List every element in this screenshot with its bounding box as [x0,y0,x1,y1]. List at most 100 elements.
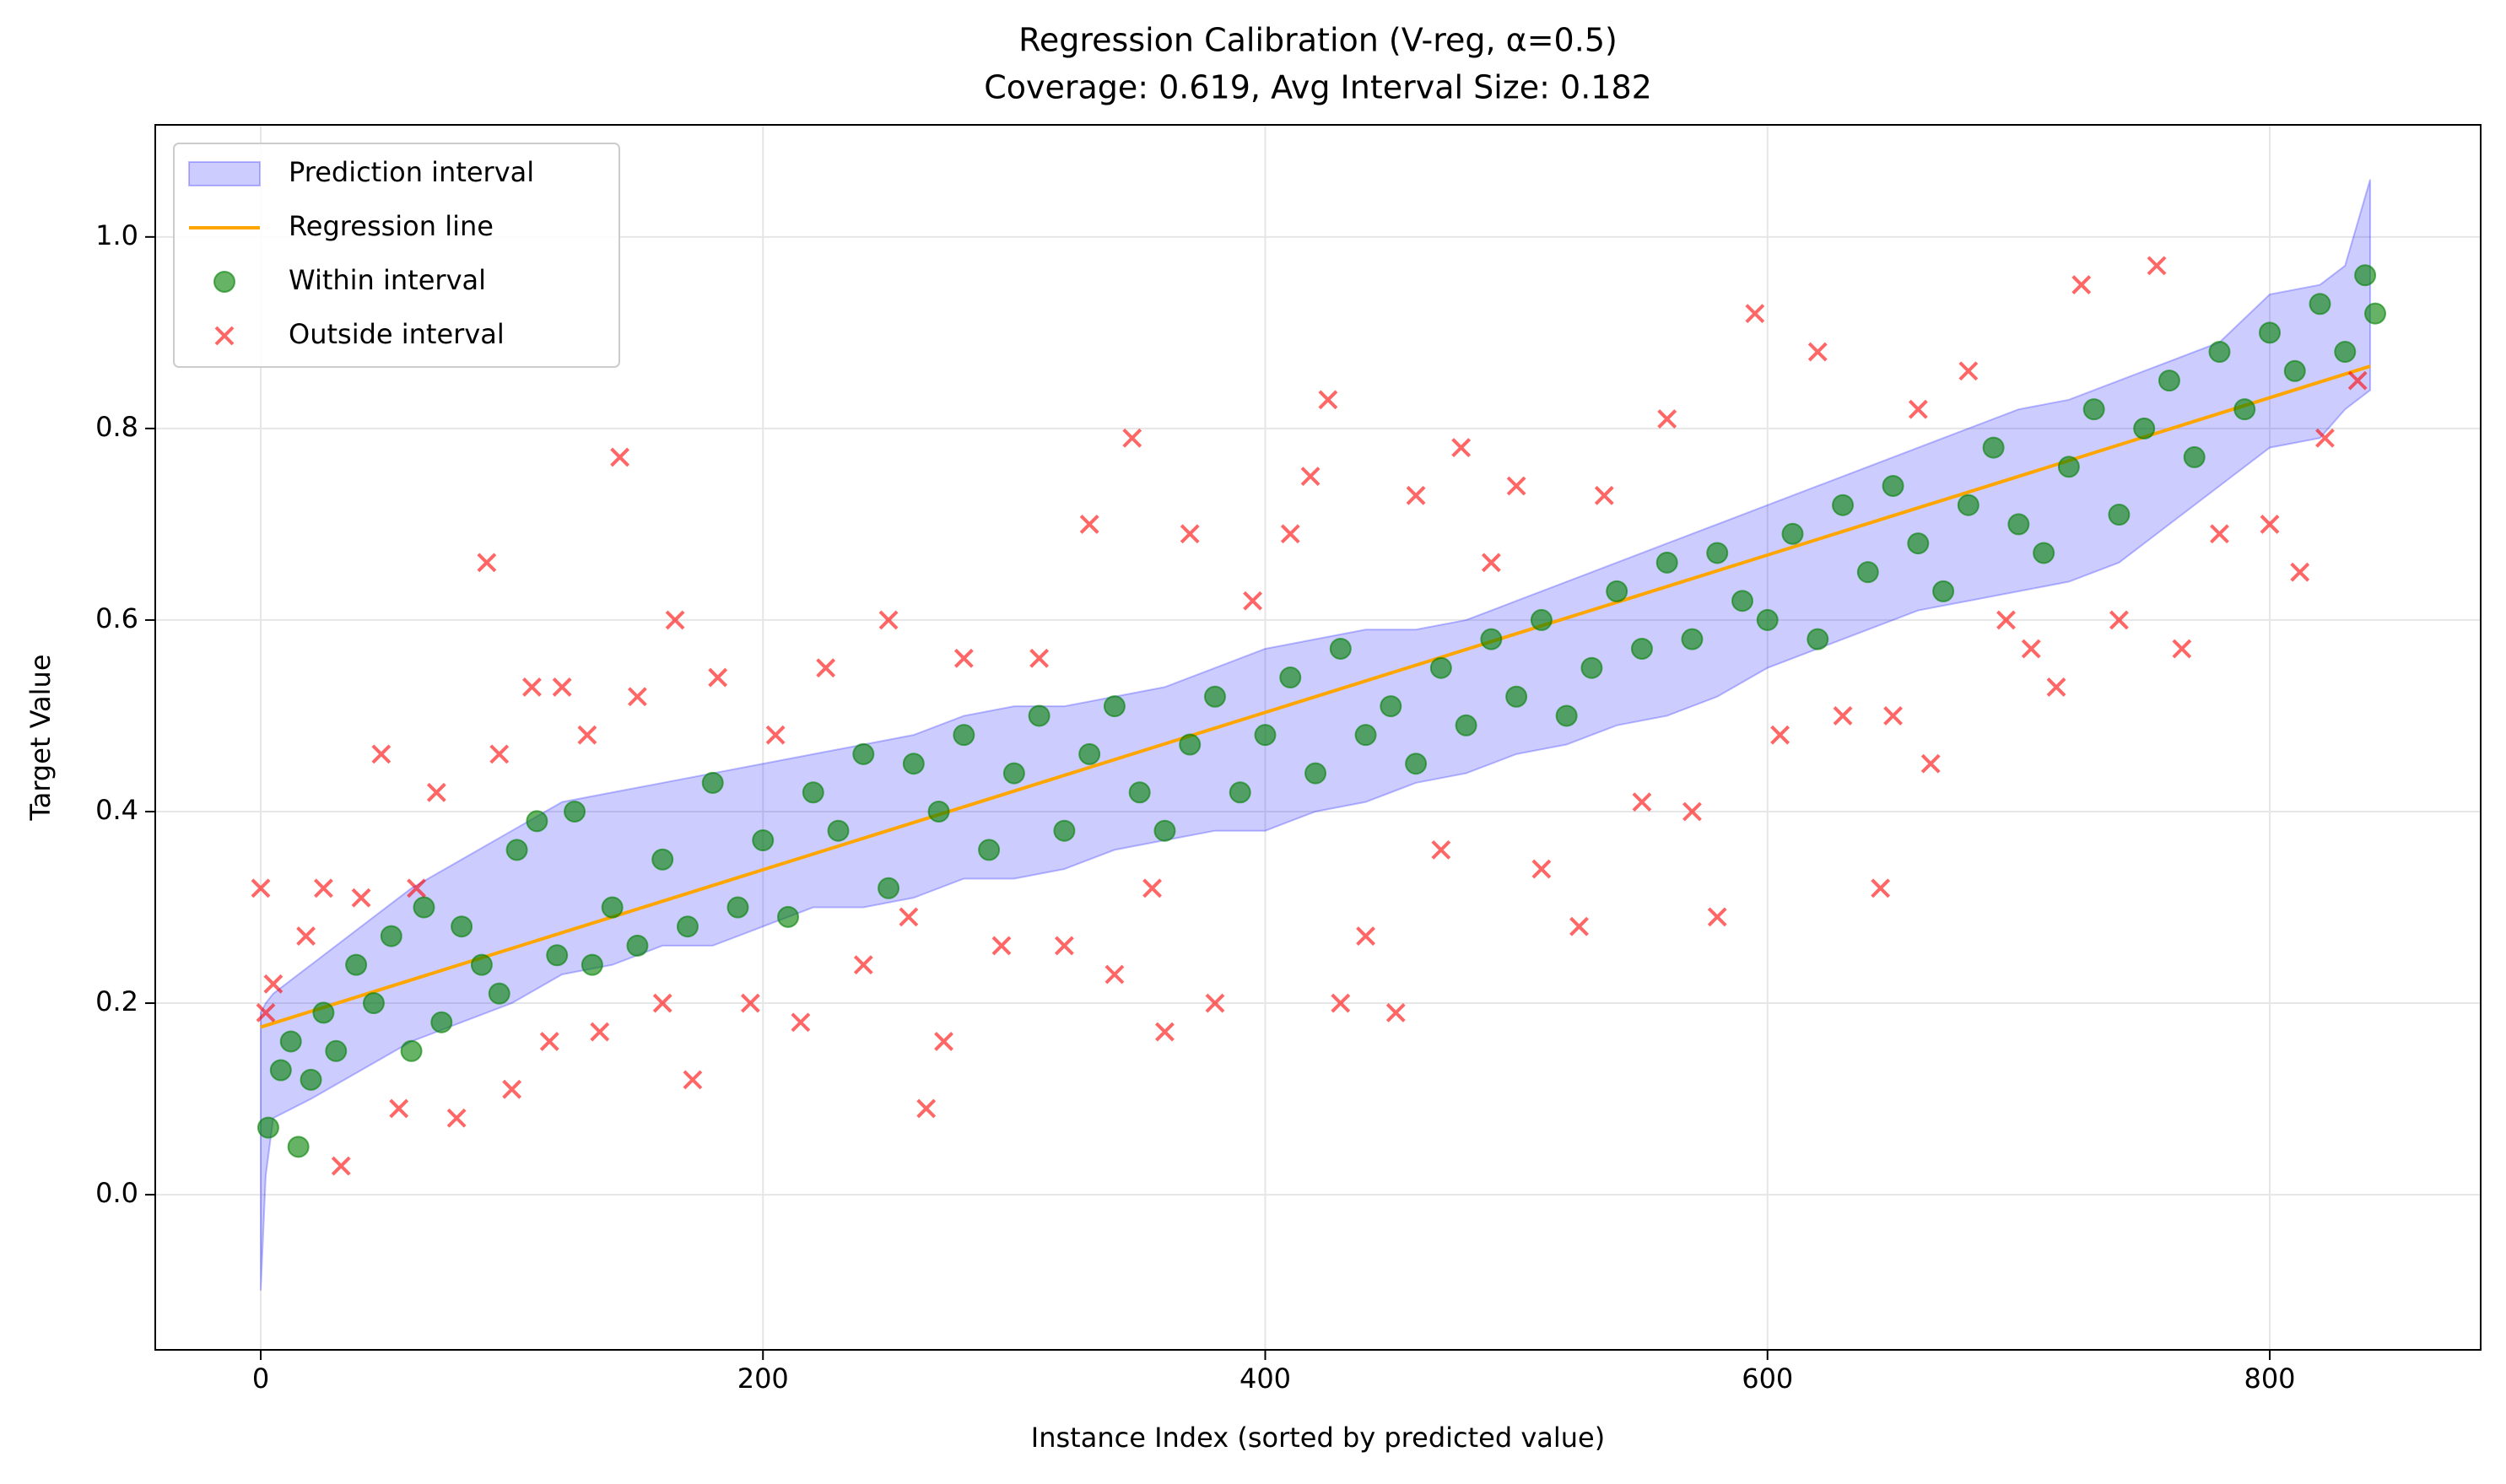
y-tick-label: 0.8 [95,411,138,443]
within-point [1655,551,1678,574]
outside-point [2290,562,2310,582]
within-point [2133,417,2156,440]
chart-title: Regression Calibration (V-reg, α=0.5) [1018,22,1618,59]
within-point [2363,302,2386,325]
within-point [2309,293,2331,316]
outside-point [740,993,760,1013]
outside-point [1079,514,1099,534]
within-point [1731,590,1753,612]
within-point [345,953,368,976]
outside-point [2210,524,2229,544]
y-tick-label: 0.4 [95,794,138,826]
outside-point [407,878,426,898]
outside-point [1657,409,1677,429]
within-point [1907,532,1930,555]
outside-point [1682,801,1702,822]
outside-point [853,955,873,975]
within-point [2108,504,2131,526]
outside-point [652,993,672,1013]
within-point [1932,580,1955,602]
legend-swatch [188,161,261,186]
outside-point [1431,839,1451,860]
within-point [1882,474,1904,497]
prediction-band [260,179,2372,1291]
within-point [2208,341,2231,364]
within-point [1153,819,1176,842]
within-point [1179,733,1202,756]
within-point [1354,724,1377,747]
within-point [1982,436,2005,459]
outside-point [296,926,316,946]
outside-point [522,677,542,697]
within-point [676,915,699,938]
within-point [546,944,569,967]
outside-point [1300,467,1321,487]
within-point [1781,522,1804,545]
within-point [564,800,586,823]
x-tick-label: 600 [1742,1363,1793,1395]
within-point [651,848,674,871]
outside-point [1142,878,1162,898]
legend-box [173,143,620,368]
outside-point [1531,859,1552,879]
within-point [626,934,649,957]
within-point [2158,370,2180,392]
within-point [2354,264,2377,287]
within-point [1254,724,1277,747]
within-point [2258,321,2281,344]
outside-point [816,658,836,678]
outside-point [2147,256,2167,276]
outside-point [2315,428,2335,448]
outside-point [256,1002,276,1023]
within-point [827,819,850,842]
within-point [1028,704,1050,727]
x-tick-label: 0 [252,1363,269,1395]
legend-label: Outside interval [289,318,505,350]
within-point [1630,637,1653,660]
legend-swatch [213,271,235,293]
x-tick-label: 800 [2244,1363,2295,1395]
within-point [1380,695,1402,718]
outside-point [1770,725,1790,745]
x-axis-label: Instance Index (sorted by predicted valu… [1031,1422,1605,1454]
within-point [1480,628,1503,650]
outside-point [934,1032,953,1051]
legend-label: Within interval [289,264,486,296]
outside-point [2046,677,2066,697]
outside-point [502,1079,522,1099]
within-point [726,896,749,919]
outside-point [1406,485,1426,505]
within-point [488,982,510,1005]
outside-point [1707,907,1727,927]
within-point [1455,714,1477,737]
within-point [2033,542,2055,564]
within-point [400,1039,423,1062]
within-point [2007,513,2030,536]
outside-point [1481,553,1501,573]
within-point [526,810,548,833]
within-point [777,905,800,928]
within-point [269,1059,292,1082]
outside-point [371,744,392,764]
outside-point [899,907,919,927]
outside-point [331,1156,351,1176]
outside-point [878,610,899,630]
within-point [978,839,1001,861]
within-point [380,925,402,947]
outside-point [791,1012,811,1033]
within-point [701,771,724,794]
outside-point [1155,1022,1175,1042]
outside-point [1908,399,1928,419]
outside-point [953,648,974,668]
outside-point [351,888,371,908]
within-point [312,1001,335,1024]
outside-point [1205,993,1225,1013]
legend-swatch [214,326,235,346]
within-point [581,953,603,976]
outside-point [1958,361,1979,381]
outside-point [1104,964,1125,985]
outside-point [1280,524,1300,544]
within-point [953,724,975,747]
within-point [430,1011,453,1033]
